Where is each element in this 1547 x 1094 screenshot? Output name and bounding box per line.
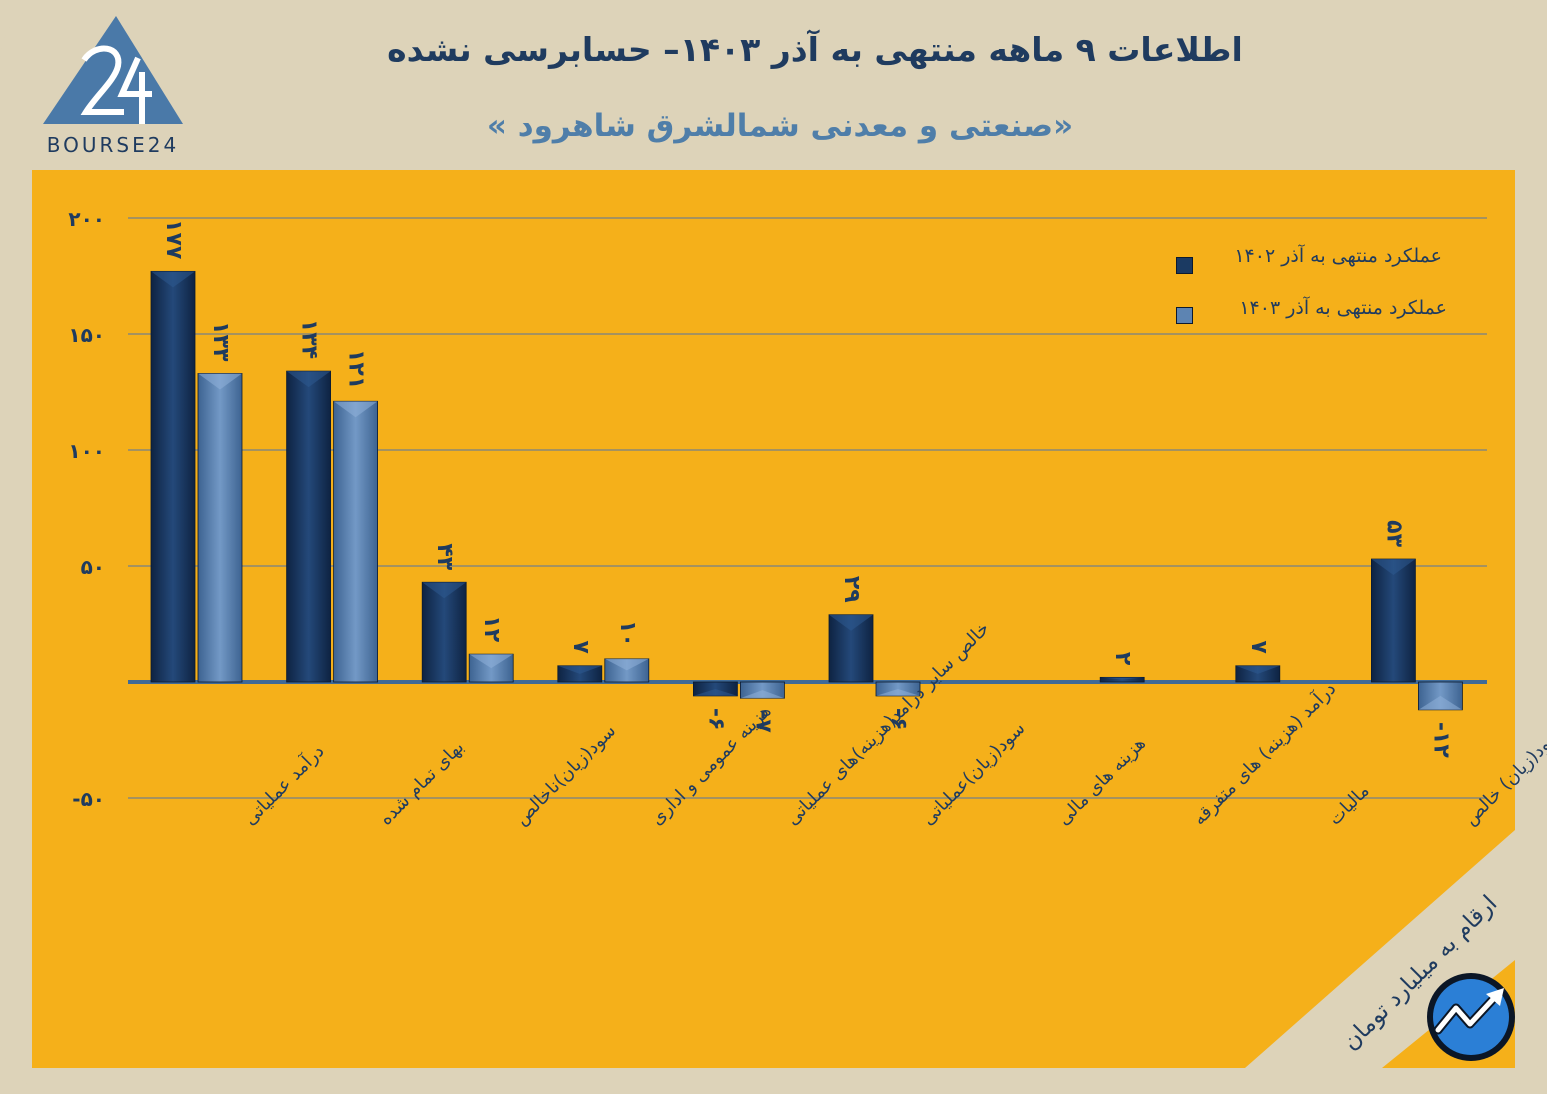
- bar-1402: [1371, 558, 1416, 683]
- y-tick-label: ۱۰۰: [68, 439, 105, 463]
- data-label: ۵۳: [1381, 520, 1406, 547]
- bars: [150, 270, 1463, 711]
- data-label: -۱۲: [1428, 722, 1453, 759]
- bar-1403: [333, 400, 379, 683]
- data-label: ۱۳۳: [208, 321, 233, 362]
- bourse24-triangle-logo: BOURSE24: [43, 16, 183, 157]
- bar-bevel: [333, 401, 378, 418]
- legend-label-1402: عملکرد منتهی به آذر ۱۴۰۲: [1234, 245, 1442, 267]
- bar-bevel: [469, 654, 514, 669]
- legend-label-1403: عملکرد منتهی به آذر ۱۴۰۳: [1239, 297, 1447, 319]
- data-labels: ۱۷۷ ۱۳۳ ۱۳۴ ۱۲۱ ۴۳ ۱۲ ۷ ۱۰ -۶ -۷ ۲۹ -۶ ۲ ۷ ۵۳ -۱۲: [161, 219, 1453, 758]
- data-label: ۷: [1246, 640, 1271, 654]
- chart-subtitle: «صنعتی و معدنی شمالشرق شاهرود »: [486, 108, 1074, 144]
- bar-bevel: [1371, 559, 1416, 576]
- data-label: ۲: [1110, 652, 1135, 666]
- data-label: -۷: [750, 710, 775, 733]
- data-label: ۱۲۱: [344, 349, 369, 389]
- y-tick-label: ۱۵۰: [68, 323, 105, 347]
- bar-bevel: [1418, 695, 1463, 710]
- bar-bevel: [422, 582, 467, 599]
- trend-arrow-icon: [1427, 973, 1515, 1061]
- bar-1402: [150, 270, 196, 683]
- bar-bevel: [151, 271, 195, 288]
- bar-bevel: [286, 371, 331, 388]
- bar-1402: [421, 581, 467, 683]
- bar-1402: [286, 370, 332, 683]
- bar-bevel: [740, 690, 785, 699]
- chart-panel: [32, 170, 1515, 1068]
- data-label: ۱۷۷: [161, 219, 186, 260]
- bar-bevel: [604, 658, 649, 671]
- bourse24-logo: BOURSE24: [38, 12, 188, 161]
- data-label: ۱۰: [615, 620, 640, 647]
- bar-bevel: [557, 665, 602, 674]
- y-tick-label: -۵۰: [72, 787, 105, 811]
- bar-bevel: [693, 688, 738, 696]
- chart-title: اطلاعات ۹ ماهه منتهی به آذر ۱۴۰۳– حسابرس…: [387, 30, 1243, 69]
- data-label: ۱۳۴: [297, 319, 322, 359]
- bar-bevel: [876, 688, 920, 696]
- y-tick-label: ۵۰: [81, 555, 105, 579]
- bar-bevel: [198, 373, 242, 390]
- y-tick-label: ۲۰۰: [68, 207, 105, 231]
- logo-text: BOURSE24: [47, 133, 179, 157]
- data-label: ۱۲: [479, 615, 504, 642]
- legend-swatch-1403: [1176, 307, 1193, 324]
- bar-1403: [197, 373, 243, 683]
- bar-bevel: [1235, 665, 1280, 674]
- data-label: ۴۳: [432, 543, 457, 570]
- data-label: -۶: [703, 708, 728, 731]
- data-label: ۷: [568, 640, 593, 654]
- data-label: -۶: [886, 708, 911, 731]
- legend-swatch-1402: [1176, 257, 1193, 274]
- bar-bevel: [1100, 677, 1145, 680]
- bar-bevel: [829, 614, 873, 631]
- data-label: ۲۹: [839, 576, 864, 603]
